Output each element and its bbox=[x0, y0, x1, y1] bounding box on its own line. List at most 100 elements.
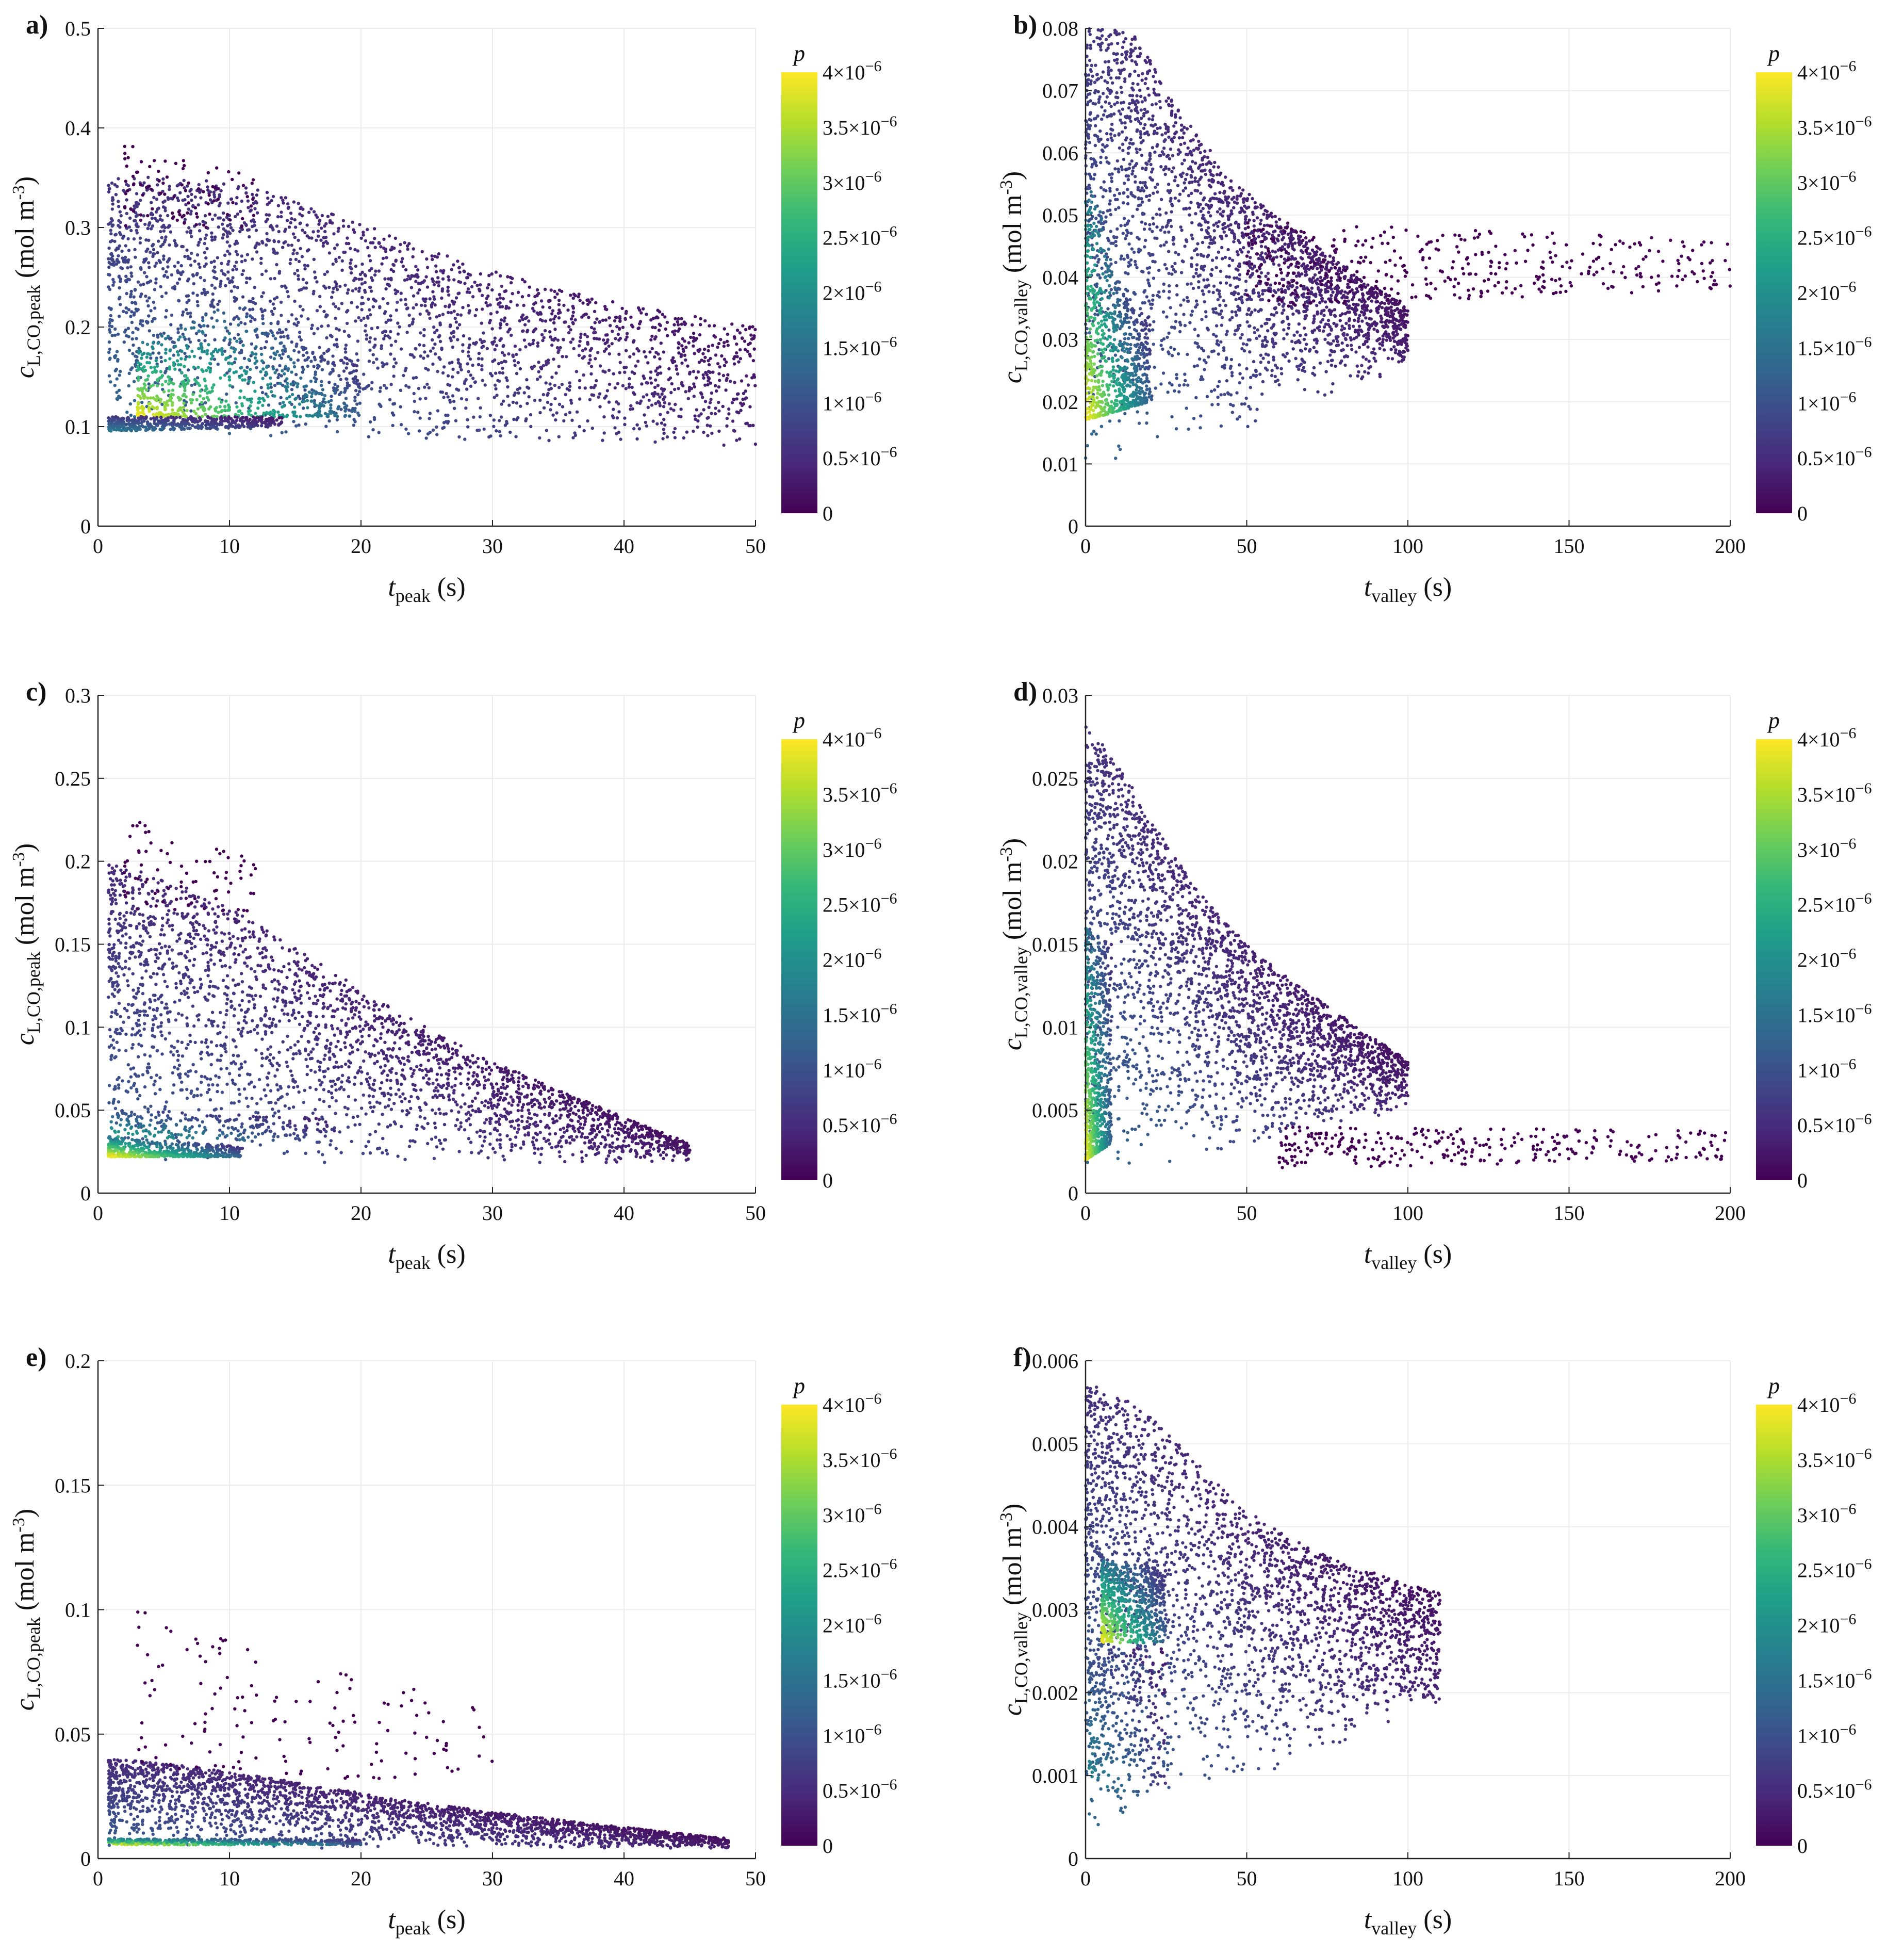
scatter-point bbox=[1252, 224, 1256, 228]
scatter-point bbox=[634, 364, 637, 368]
scatter-point bbox=[446, 374, 450, 378]
scatter-point bbox=[309, 207, 313, 211]
scatter-point bbox=[183, 218, 187, 221]
scatter-point bbox=[463, 282, 467, 285]
scatter-point bbox=[419, 331, 422, 335]
scatter-point bbox=[533, 399, 537, 402]
scatter-point bbox=[160, 295, 164, 298]
scatter-point bbox=[507, 403, 511, 407]
scatter-point bbox=[200, 350, 204, 353]
scatter-point bbox=[235, 339, 239, 343]
scatter-point bbox=[207, 343, 210, 347]
scatter-point bbox=[290, 217, 293, 221]
scatter-point bbox=[319, 392, 323, 396]
scatter-point bbox=[507, 352, 511, 356]
scatter-point bbox=[253, 318, 257, 321]
scatter-point bbox=[247, 206, 250, 209]
scatter-point bbox=[166, 400, 169, 403]
scatter-point bbox=[456, 313, 459, 317]
scatter-point bbox=[250, 397, 253, 401]
scatter-point bbox=[245, 253, 250, 256]
scatter-point bbox=[175, 196, 179, 200]
scatter-point bbox=[188, 315, 192, 319]
scatter-point bbox=[219, 189, 223, 192]
scatter-point bbox=[409, 286, 414, 289]
scatter-point bbox=[673, 427, 677, 431]
scatter-point bbox=[738, 348, 742, 352]
scatter-point bbox=[632, 352, 636, 356]
scatter-point bbox=[552, 321, 556, 324]
scatter-point bbox=[152, 196, 156, 200]
scatter-point bbox=[694, 338, 698, 342]
scatter-point bbox=[583, 313, 587, 316]
scatter-point bbox=[200, 291, 204, 295]
scatter-point bbox=[490, 288, 494, 292]
scatter-point bbox=[500, 305, 504, 308]
scatter-point bbox=[376, 366, 380, 370]
scatter-point bbox=[312, 257, 316, 262]
scatter-point bbox=[1131, 88, 1135, 92]
scatter-point bbox=[655, 366, 660, 370]
scatter-point bbox=[279, 396, 283, 399]
scatter-point bbox=[264, 269, 268, 273]
scatter-point bbox=[404, 303, 408, 306]
scatter-point bbox=[354, 319, 357, 323]
scatter-point bbox=[233, 350, 236, 354]
scatter-point bbox=[129, 413, 133, 417]
scatter-point bbox=[1114, 260, 1118, 265]
scatter-point bbox=[222, 218, 225, 222]
scatter-point bbox=[118, 286, 121, 290]
scatter-point bbox=[155, 384, 159, 387]
scatter-point bbox=[432, 325, 436, 329]
scatter-point bbox=[553, 397, 557, 400]
scatter-point bbox=[1099, 75, 1103, 79]
y-tick-label: 0.3 bbox=[65, 216, 91, 239]
scatter-point bbox=[715, 389, 718, 393]
scatter-point bbox=[223, 373, 227, 377]
scatter-point bbox=[238, 396, 242, 400]
scatter-point bbox=[601, 318, 605, 322]
scatter-point bbox=[465, 276, 469, 280]
scatter-point bbox=[1190, 310, 1194, 313]
scatter-point bbox=[116, 398, 119, 401]
scatter-point bbox=[227, 378, 232, 382]
scatter-point bbox=[1303, 387, 1306, 392]
scatter-point bbox=[138, 241, 142, 245]
scatter-point bbox=[345, 357, 349, 361]
scatter-point bbox=[352, 418, 356, 421]
scatter-point bbox=[238, 209, 242, 214]
scatter-point bbox=[1239, 336, 1242, 340]
scatter-point bbox=[183, 164, 186, 168]
colorbar-title: p bbox=[792, 41, 805, 66]
scatter-point bbox=[418, 312, 422, 316]
scatter-point bbox=[126, 426, 129, 430]
scatter-point bbox=[243, 306, 247, 310]
scatter-point bbox=[740, 336, 744, 340]
scatter-point bbox=[726, 332, 730, 336]
scatter-point bbox=[515, 352, 518, 356]
scatter-point bbox=[504, 360, 507, 364]
scatter-point bbox=[110, 418, 114, 422]
scatter-point bbox=[313, 399, 316, 402]
scatter-point bbox=[157, 239, 160, 243]
scatter-point bbox=[151, 347, 155, 350]
scatter-point bbox=[224, 425, 228, 429]
scatter-point bbox=[588, 398, 592, 401]
scatter-point bbox=[270, 310, 273, 313]
scatter-point bbox=[662, 405, 666, 409]
scatter-point bbox=[388, 398, 392, 402]
scatter-point bbox=[110, 181, 114, 185]
scatter-point bbox=[204, 225, 208, 229]
scatter-point bbox=[431, 301, 435, 305]
scatter-point bbox=[1140, 153, 1144, 157]
scatter-point bbox=[744, 422, 748, 426]
scatter-point bbox=[251, 192, 254, 197]
scatter-point bbox=[273, 371, 277, 374]
scatter-point bbox=[142, 351, 146, 355]
scatter-point bbox=[293, 218, 297, 222]
scatter-point bbox=[1175, 373, 1178, 377]
scatter-point bbox=[1287, 327, 1290, 330]
scatter-point bbox=[365, 337, 368, 341]
scatter-point bbox=[146, 175, 150, 180]
scatter-point bbox=[254, 229, 258, 232]
